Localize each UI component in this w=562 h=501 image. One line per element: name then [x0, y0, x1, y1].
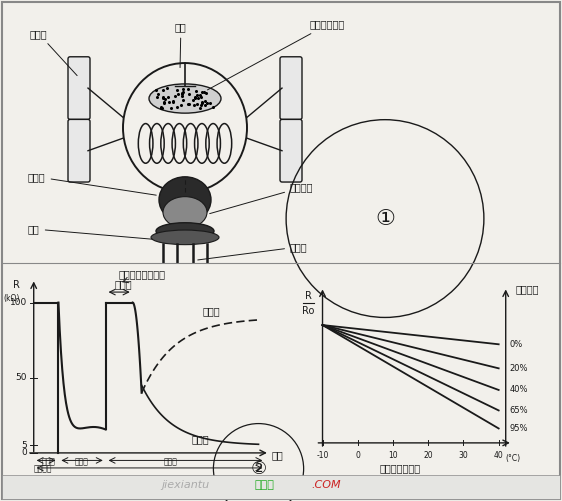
Text: 温湿度和灵敏度: 温湿度和灵敏度	[379, 463, 420, 473]
Text: .COM: .COM	[311, 480, 341, 490]
Text: 加热开关: 加热开关	[34, 464, 52, 473]
Text: 氧化性: 氧化性	[202, 307, 220, 317]
Ellipse shape	[151, 230, 219, 244]
Text: 暖气时: 暖气时	[164, 457, 178, 466]
Text: R: R	[13, 280, 20, 290]
Text: (°C): (°C)	[505, 454, 520, 463]
Text: R: R	[305, 291, 312, 301]
Text: 40: 40	[494, 451, 504, 460]
Text: 65%: 65%	[509, 406, 528, 415]
Text: 还原性: 还原性	[191, 434, 209, 444]
Ellipse shape	[156, 223, 214, 239]
Text: jiexiantu: jiexiantu	[161, 480, 210, 490]
FancyBboxPatch shape	[280, 57, 302, 119]
Text: 管座: 管座	[28, 224, 152, 239]
Text: 防爆网: 防爆网	[28, 172, 156, 195]
Text: 稳定期: 稳定期	[115, 280, 132, 290]
Text: (kΩ): (kΩ)	[4, 294, 20, 303]
Text: 10: 10	[388, 451, 398, 460]
Text: 100: 100	[10, 298, 27, 307]
Text: -10: -10	[316, 451, 329, 460]
Ellipse shape	[163, 197, 207, 228]
FancyBboxPatch shape	[68, 119, 90, 182]
Text: 95%: 95%	[509, 424, 528, 433]
Text: 封装玻璃: 封装玻璃	[210, 182, 314, 213]
Text: 大气中: 大气中	[74, 457, 88, 466]
Text: 0: 0	[21, 448, 27, 457]
Text: 20%: 20%	[509, 364, 528, 373]
Text: 相对湿度: 相对湿度	[515, 284, 538, 294]
Text: 氧化物半导体: 氧化物半导体	[207, 20, 345, 90]
Text: 时间: 时间	[272, 450, 284, 460]
FancyBboxPatch shape	[280, 119, 302, 182]
Ellipse shape	[149, 84, 221, 113]
Text: 5: 5	[21, 441, 27, 450]
Text: 40%: 40%	[509, 385, 528, 394]
Text: Ro: Ro	[302, 306, 315, 316]
Text: 30: 30	[459, 451, 468, 460]
Text: 电极脚: 电极脚	[198, 242, 307, 260]
Text: 20: 20	[423, 451, 433, 460]
FancyBboxPatch shape	[68, 57, 90, 119]
Text: 响应时间约一分钟: 响应时间约一分钟	[118, 269, 165, 279]
Text: ②: ②	[251, 460, 266, 477]
Text: 50: 50	[16, 373, 27, 382]
Text: 电极: 电极	[175, 23, 187, 68]
Text: ①: ①	[375, 208, 395, 228]
Text: 0%: 0%	[509, 340, 523, 349]
Text: 加热期: 加热期	[42, 457, 56, 466]
Ellipse shape	[159, 177, 211, 223]
Text: 接线图: 接线图	[254, 480, 274, 490]
Text: 加热器: 加热器	[30, 29, 77, 76]
Text: 0: 0	[355, 451, 360, 460]
